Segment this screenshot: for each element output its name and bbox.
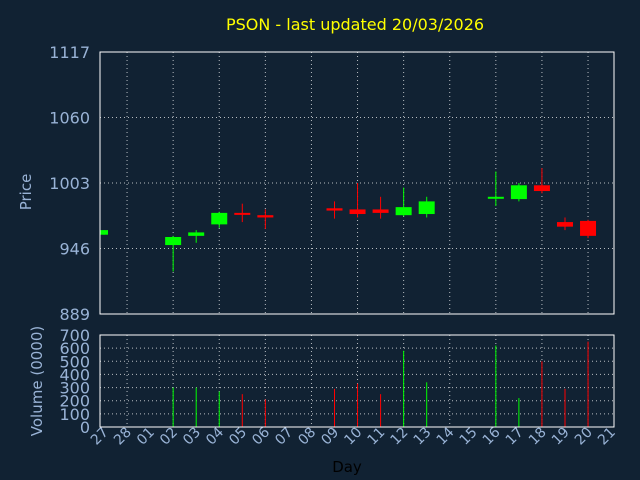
candle: [349, 183, 366, 218]
price-tick-label: 1060: [49, 109, 90, 128]
candle: [211, 211, 228, 228]
price-axis-label: Price: [17, 174, 35, 211]
candle-body: [326, 208, 343, 211]
candle: [533, 168, 550, 194]
candle-body: [257, 215, 274, 218]
candle: [165, 235, 182, 272]
candle-body: [372, 209, 389, 213]
candle: [395, 187, 412, 217]
volume-tick-label: 400: [59, 365, 90, 384]
volume-tick-label: 700: [59, 326, 90, 345]
volume-tick-label: 300: [59, 379, 90, 398]
candle-body: [349, 209, 366, 215]
candle: [257, 209, 274, 229]
volume-bars: [172, 341, 589, 427]
candle: [418, 196, 435, 218]
price-tick-label: 1003: [49, 174, 90, 193]
price-plot-frame: [99, 51, 615, 315]
volume-tick-label: 0: [80, 418, 90, 437]
candle: [326, 201, 343, 219]
candle-body: [533, 185, 550, 192]
candle: [188, 230, 205, 243]
volume-tick-label: 600: [59, 339, 90, 358]
price-tick-label: 946: [59, 240, 90, 259]
x-tick-labels: 27 28 01 02 03 04 05 06 07 08 09 10 11 12 13 14 15 16 17 18…: [88, 424, 619, 448]
candle: [580, 219, 597, 239]
candle-body: [556, 222, 573, 227]
volume-axis-label: Volume (0000): [28, 326, 46, 436]
candle-body: [211, 212, 228, 225]
candle-body: [165, 237, 182, 246]
candle-body: [395, 207, 412, 216]
volume-tick-label: 100: [59, 405, 90, 424]
price-tick-label: 1117: [49, 43, 90, 62]
candle-body: [510, 185, 527, 200]
candle: [510, 183, 527, 202]
volume-tick-label: 500: [59, 352, 90, 371]
candle-body: [487, 196, 504, 199]
candle: [372, 196, 389, 219]
candle: [100, 230, 108, 235]
candle: [234, 203, 251, 223]
candlesticks: [100, 168, 597, 272]
candle-body: [234, 212, 251, 215]
candle-body: [100, 230, 108, 235]
chart-title: PSON - last updated 20/03/2026: [226, 15, 484, 34]
candle-body: [580, 220, 597, 236]
candle: [556, 217, 573, 231]
candle-body: [418, 201, 435, 215]
candle-body: [188, 232, 205, 236]
candle: [487, 171, 504, 206]
volume-plot-frame: [99, 334, 615, 428]
price-tick-label: 889: [59, 305, 90, 324]
volume-tick-label: 200: [59, 392, 90, 411]
x-axis-label: Day: [332, 458, 362, 476]
price-y-ticks: 1117 1060 1003 946 889: [49, 43, 90, 324]
